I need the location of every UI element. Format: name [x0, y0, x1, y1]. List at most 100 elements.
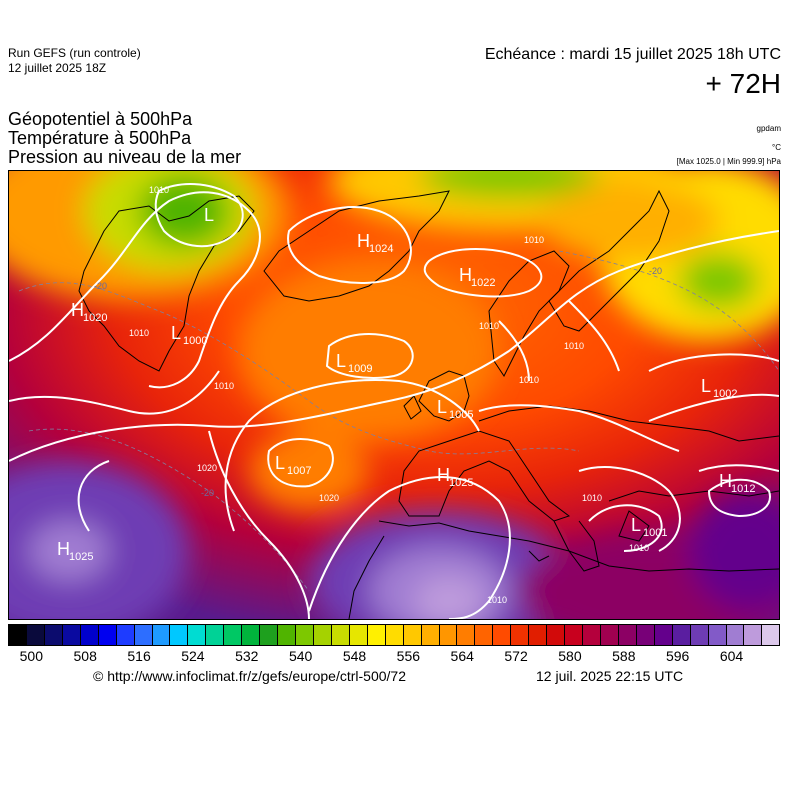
pressure-value: 1009: [348, 363, 372, 375]
colorbar-swatch: [708, 625, 727, 645]
colorbar-swatch: [313, 625, 332, 645]
pressure-value: 1005: [449, 409, 473, 421]
colorbar-swatch: [636, 625, 655, 645]
isobar-label: 1010: [582, 493, 602, 503]
pressure-value: 1020: [83, 312, 107, 324]
colorbar-tick-label: 588: [612, 648, 636, 664]
isobar-label: 1010: [149, 185, 169, 195]
colorbar-tick-label: 500: [19, 648, 44, 664]
colorbar-swatch: [224, 625, 243, 645]
colorbar-swatch: [80, 625, 99, 645]
isobar-labels: 1010 1010 1010 1010 1010 1010 1020 1020 1010 1010…: [129, 185, 649, 605]
run-title: Run GEFS (run controle): [8, 46, 141, 60]
variable-geopotential: Géopotentiel à 500hPa: [8, 109, 193, 129]
colorbar-tick-label: 604: [719, 648, 744, 664]
unit-gpdam: gpdam: [756, 124, 781, 133]
temperature-label: -20: [201, 488, 214, 498]
colorbar-swatch: [672, 625, 691, 645]
colorbar-tick-label: 580: [558, 648, 582, 664]
colorbar-swatch: [349, 625, 368, 645]
colorbar-swatch: [260, 625, 279, 645]
isobar-label: 1010: [479, 321, 499, 331]
pressure-value: 1025: [69, 551, 93, 563]
colorbar-tick-label: 540: [288, 648, 313, 664]
colorbar-swatch: [744, 625, 763, 645]
temperature-label: -20: [649, 266, 662, 276]
colorbar-swatch: [403, 625, 422, 645]
high-pressure-label: H: [71, 300, 84, 320]
low-pressure-label: L: [204, 205, 214, 225]
isobar-label: 1010: [487, 595, 507, 605]
pressure-value: 1002: [713, 388, 737, 400]
colorbar-swatch: [152, 625, 171, 645]
colorbar-swatch: [9, 625, 27, 645]
weather-map: 1010 1010 1010 1010 1010 1010 1020 1020 1010 1010…: [8, 170, 780, 620]
isobars: [9, 183, 779, 619]
run-date: 12 juillet 2025 18Z: [8, 61, 107, 75]
high-pressure-label: H: [459, 265, 472, 285]
low-pressure-label: L: [275, 453, 285, 473]
isobar-label: 1010: [564, 341, 584, 351]
isobar-label: 1010: [129, 328, 149, 338]
colorbar-swatch: [654, 625, 673, 645]
high-pressure-label: H: [57, 539, 70, 559]
colorbar-tick-label: 572: [504, 648, 528, 664]
colorbar-swatch: [493, 625, 512, 645]
high-pressure-label: H: [437, 465, 450, 485]
pressure-value: 1025: [449, 477, 473, 489]
colorbar-tick-label: 596: [665, 648, 690, 664]
colorbar-swatch: [529, 625, 548, 645]
colorbar-swatch: [98, 625, 117, 645]
colorbar-swatch: [116, 625, 135, 645]
pressure-value: 1022: [471, 277, 495, 289]
lead-time: + 72H: [705, 68, 782, 99]
colorbar-swatch: [618, 625, 637, 645]
credit-url[interactable]: © http://www.infoclimat.fr/z/gefs/europe…: [93, 668, 407, 684]
valid-time: Echéance : mardi 15 juillet 2025 18h UTC: [484, 46, 781, 63]
pressure-value: 1007: [287, 465, 311, 477]
high-pressure-label: H: [357, 231, 370, 251]
colorbar-swatch: [421, 625, 440, 645]
pressure-range: [Max 1025.0 | Min 999.9] hPa: [676, 157, 781, 166]
pressure-value: 1012: [731, 483, 755, 495]
pressure-value: 1001: [643, 527, 667, 539]
colorbar: [8, 624, 780, 646]
pressure-value: 1000: [183, 335, 207, 347]
temperature-contours: [18, 250, 779, 592]
isobar-label: 1010: [629, 543, 649, 553]
colorbar-swatch: [600, 625, 619, 645]
colorbar-swatch: [170, 625, 189, 645]
colorbar-swatch: [367, 625, 386, 645]
low-pressure-label: L: [336, 351, 346, 371]
low-pressure-label: L: [701, 376, 711, 396]
colorbar-swatch: [206, 625, 225, 645]
colorbar-tick-label: 532: [235, 648, 259, 664]
colorbar-swatch: [690, 625, 709, 645]
isobar-label: 1010: [524, 235, 544, 245]
low-pressure-label: L: [631, 515, 641, 535]
isobar-label: 1010: [519, 375, 539, 385]
colorbar-ticks: 500 508 516 524 532 540 548 556 564 572 580 588 596 6…: [8, 648, 780, 666]
colorbar-swatch: [44, 625, 63, 645]
geopotential-field: [9, 171, 779, 619]
colorbar-swatch: [134, 625, 153, 645]
colorbar-tick-label: 564: [450, 648, 474, 664]
colorbar-swatch: [457, 625, 476, 645]
colorbar-swatch: [278, 625, 296, 645]
colorbar-swatch: [62, 625, 81, 645]
temperature-labels: -20 -20 -20: [94, 266, 662, 498]
colorbar-swatch: [242, 625, 261, 645]
variable-temperature: Température à 500hPa: [8, 128, 192, 148]
colorbar-swatch: [565, 625, 583, 645]
colorbar-tick-label: 516: [127, 648, 151, 664]
isobar-label: 1010: [214, 381, 234, 391]
colorbar-swatch: [188, 625, 207, 645]
colorbar-swatch: [583, 625, 601, 645]
colorbar-tick-label: 508: [73, 648, 97, 664]
high-pressure-label: H: [719, 471, 732, 491]
colorbar-swatch: [475, 625, 494, 645]
colorbar-swatch: [385, 625, 404, 645]
low-pressure-label: L: [171, 323, 181, 343]
colorbar-swatch: [26, 625, 45, 645]
